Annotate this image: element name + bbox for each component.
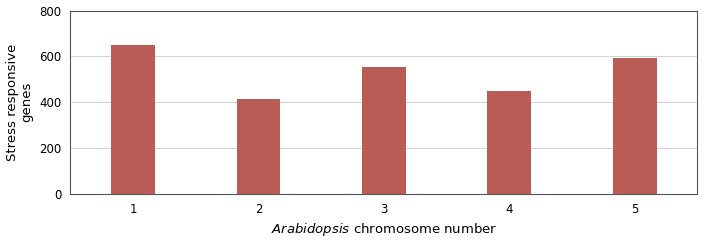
Bar: [613, 58, 657, 194]
Bar: [111, 45, 155, 194]
X-axis label: $\mathit{Arabidopsis}$ chromosome number: $\mathit{Arabidopsis}$ chromosome number: [271, 222, 497, 238]
Bar: [236, 99, 280, 194]
Y-axis label: Stress responsive
genes: Stress responsive genes: [6, 43, 34, 161]
Bar: [487, 91, 531, 194]
Bar: [362, 67, 406, 194]
